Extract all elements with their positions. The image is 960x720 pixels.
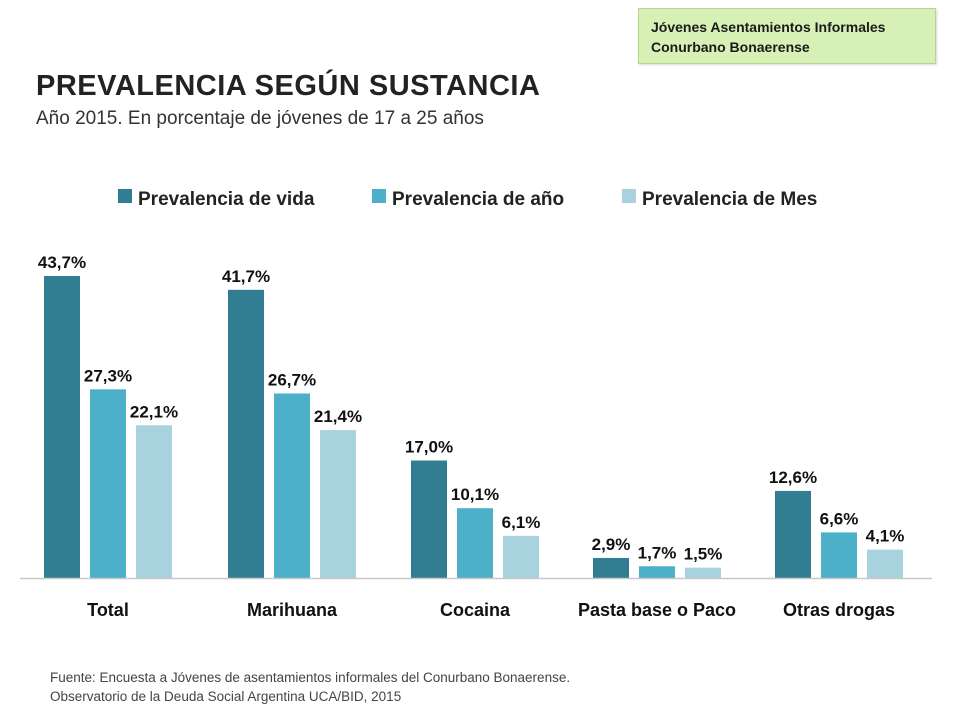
badge-line-1: Jóvenes Asentamientos Informales [651,19,886,35]
data-label: 1,5% [684,545,723,564]
data-label: 22,1% [130,402,178,421]
data-label: 41,7% [222,267,270,286]
legend-swatch [118,189,132,203]
header-badge: Jóvenes Asentamientos Informales Conurba… [638,8,936,64]
data-label: 6,6% [820,509,859,528]
data-label: 21,4% [314,407,362,426]
data-label: 43,7% [38,253,86,272]
data-label: 4,1% [866,527,905,546]
data-label: 12,6% [769,468,817,487]
bar [90,389,126,578]
bar [821,532,857,578]
bar [44,276,80,578]
chart-title: PREVALENCIA SEGÚN SUSTANCIA [36,70,541,102]
category-label: Marihuana [247,600,338,620]
bar [136,425,172,578]
badge-line-2: Conurbano Bonaerense [651,39,810,55]
data-label: 1,7% [638,543,677,562]
bar [503,535,539,578]
bar [775,490,811,578]
bar [457,508,493,578]
source-note: Fuente: Encuesta a Jóvenes de asentamien… [50,668,570,706]
bar [639,566,675,578]
legend-label: Prevalencia de vida [138,189,315,210]
legend-swatch [622,189,636,203]
data-label: 17,0% [405,438,453,457]
bar [320,430,356,578]
legend-swatch [372,189,386,203]
category-label: Cocaina [440,600,511,620]
bar [685,567,721,578]
data-label: 26,7% [268,370,316,389]
data-label: 27,3% [84,366,132,385]
bar [411,460,447,578]
bar [593,557,629,578]
chart-subtitle: Año 2015. En porcentaje de jóvenes de 17… [36,108,484,129]
category-label: Total [87,600,129,620]
legend-label: Prevalencia de año [392,189,564,210]
legend-label: Prevalencia de Mes [642,189,817,210]
data-label: 2,9% [592,535,631,554]
source-line-1: Fuente: Encuesta a Jóvenes de asentamien… [50,670,571,685]
source-line-2: Observatorio de la Deuda Social Argentin… [50,689,402,704]
category-label: Pasta base o Paco [578,600,736,620]
data-label: 6,1% [502,513,541,532]
bar [274,393,310,578]
data-label: 10,1% [451,485,499,504]
bar [228,289,264,578]
category-label: Otras drogas [783,600,895,620]
bar [867,549,903,578]
